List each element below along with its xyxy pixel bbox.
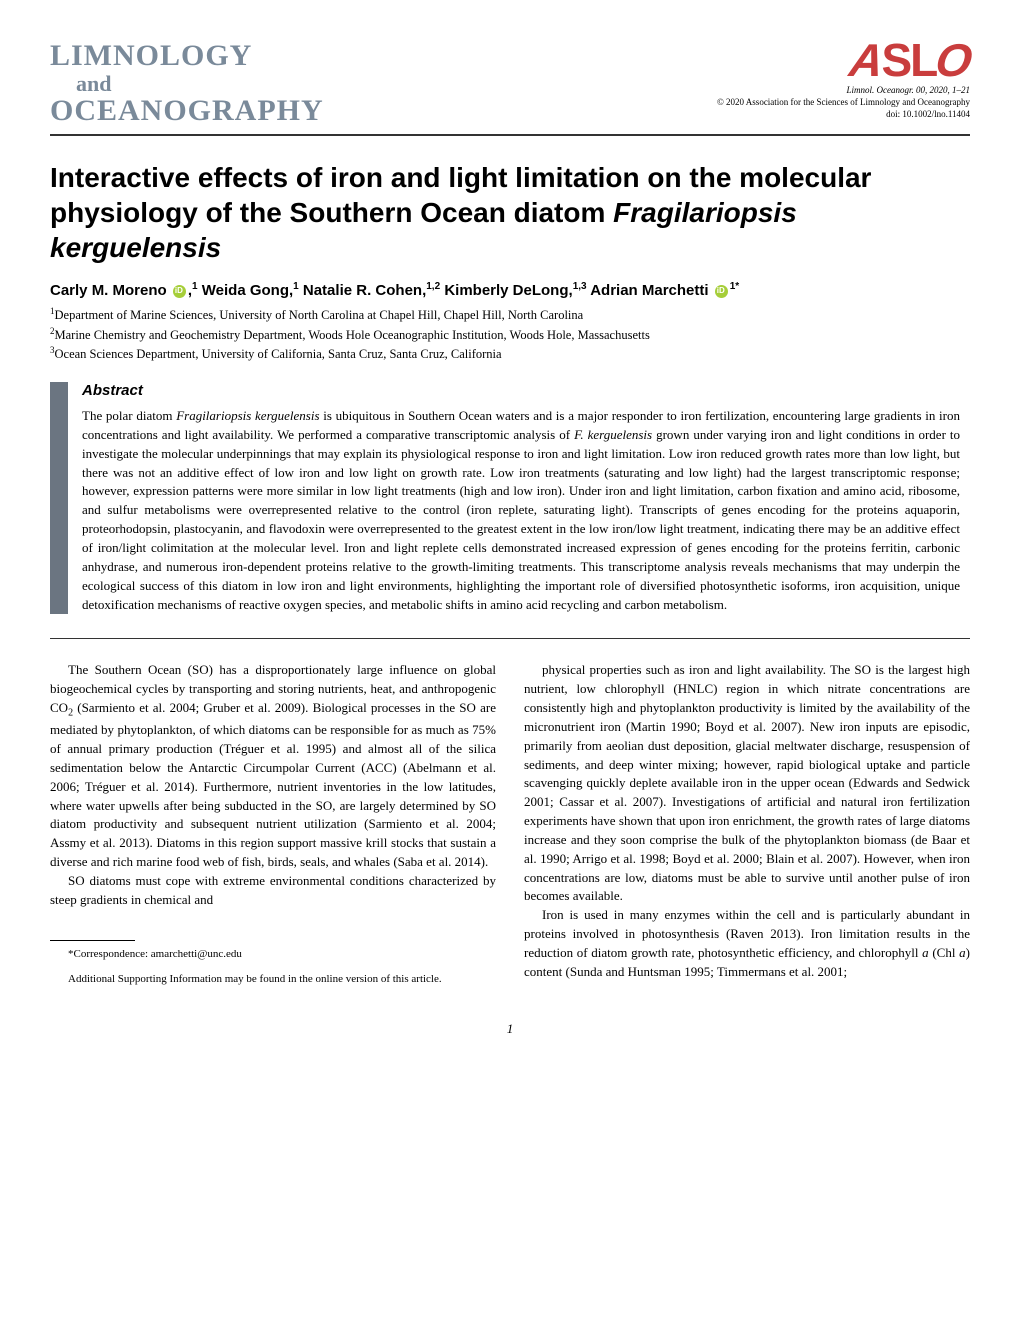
authors: Carly M. Moreno ,1 Weida Gong,1 Natalie … xyxy=(50,281,970,299)
abstract-content: Abstract The polar diatom Fragilariopsis… xyxy=(82,382,970,614)
correspondence: *Correspondence: amarchetti@unc.edu xyxy=(50,947,496,962)
abstract-block: Abstract The polar diatom Fragilariopsis… xyxy=(50,382,970,614)
page-number: 1 xyxy=(50,1021,970,1037)
publication-info: Limnol. Oceanogr. 00, 2020, 1–21 © 2020 … xyxy=(717,85,970,120)
orcid-icon xyxy=(173,285,186,298)
footnotes: *Correspondence: amarchetti@unc.edu Addi… xyxy=(50,940,496,988)
journal-title-line3: OCEANOGRAPHY xyxy=(50,95,324,127)
body-para: Iron is used in many enzymes within the … xyxy=(524,906,970,981)
abstract-heading: Abstract xyxy=(82,382,960,399)
body-column-right: physical properties such as iron and lig… xyxy=(524,661,970,997)
body-para: physical properties such as iron and lig… xyxy=(524,661,970,906)
journal-title: LIMNOLOGY and OCEANOGRAPHY xyxy=(50,40,324,126)
article-title: Interactive effects of iron and light li… xyxy=(50,160,970,265)
aslo-logo: ASLO xyxy=(717,40,970,81)
citation: Limnol. Oceanogr. 00, 2020, 1–21 xyxy=(717,85,970,97)
footnote-rule xyxy=(50,940,135,941)
header-rule xyxy=(50,134,970,136)
journal-header: LIMNOLOGY and OCEANOGRAPHY ASLO Limnol. … xyxy=(50,40,970,126)
doi: doi: 10.1002/lno.11404 xyxy=(717,109,970,121)
affiliation-3: 3Ocean Sciences Department, University o… xyxy=(50,344,970,364)
journal-title-line1: LIMNOLOGY xyxy=(50,40,324,72)
abstract-rule xyxy=(50,638,970,639)
abstract-text: The polar diatom Fragilariopsis kerguele… xyxy=(82,407,960,614)
affiliation-2: 2Marine Chemistry and Geochemistry Depar… xyxy=(50,325,970,345)
body-columns: The Southern Ocean (SO) has a disproport… xyxy=(50,661,970,997)
journal-title-line2: and xyxy=(76,72,324,95)
supporting-info: Additional Supporting Information may be… xyxy=(50,972,496,987)
body-para: SO diatoms must cope with extreme enviro… xyxy=(50,872,496,910)
affiliation-1: 1Department of Marine Sciences, Universi… xyxy=(50,305,970,325)
header-right: ASLO Limnol. Oceanogr. 00, 2020, 1–21 © … xyxy=(717,40,970,120)
abstract-sidebar xyxy=(50,382,68,614)
affiliations: 1Department of Marine Sciences, Universi… xyxy=(50,305,970,364)
body-para: The Southern Ocean (SO) has a disproport… xyxy=(50,661,496,872)
body-column-left: The Southern Ocean (SO) has a disproport… xyxy=(50,661,496,997)
orcid-icon xyxy=(715,285,728,298)
copyright: © 2020 Association for the Sciences of L… xyxy=(717,97,970,109)
